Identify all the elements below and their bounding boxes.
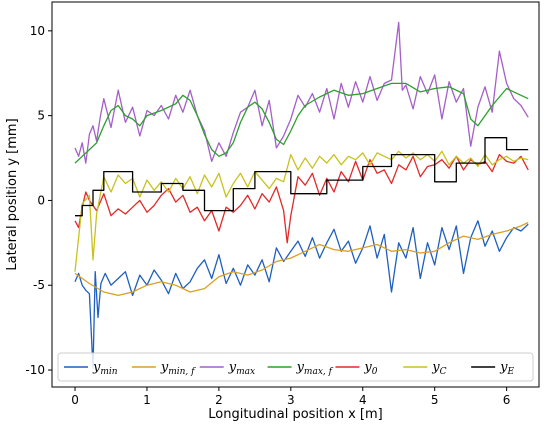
legend-entry-label: yE xyxy=(499,360,514,377)
y-tick-label: -10 xyxy=(25,363,45,377)
x-tick-label: 0 xyxy=(71,393,79,407)
x-tick-label: 6 xyxy=(503,393,511,407)
legend-entry-label: ymax xyxy=(228,360,255,377)
x-tick-label: 2 xyxy=(215,393,223,407)
x-tick-label: 4 xyxy=(359,393,367,407)
legend: ymin ymin, f ymax ymax, f y0 yC yE xyxy=(57,352,534,382)
ticks-layer: 0 1 2 3 4 5 6 -10 -5 0 5 10 xyxy=(25,24,510,407)
series-line-max-f xyxy=(74,82,529,164)
y-tick-label: 0 xyxy=(37,193,45,207)
series-line-c xyxy=(74,150,529,272)
x-tick-label: 1 xyxy=(143,393,151,407)
series-line-min-f xyxy=(74,221,529,297)
x-tick-label: 3 xyxy=(287,393,295,407)
series-layer xyxy=(74,21,529,369)
legend-entry-label: ymin, f xyxy=(160,360,196,377)
plot-frame xyxy=(51,1,540,388)
series-line-e xyxy=(75,137,529,217)
y-tick-label: 5 xyxy=(37,109,45,123)
legend-entry-label: yC xyxy=(431,360,446,377)
y-tick-label: -5 xyxy=(33,278,45,292)
legend-entry-label: ymin xyxy=(92,360,118,377)
x-tick-label: 5 xyxy=(431,393,439,407)
legend-entry-label: ymax, f xyxy=(296,360,334,377)
y-axis-label: Lateral position y [mm] xyxy=(5,118,20,270)
legend-entry-label: y0 xyxy=(363,360,377,377)
y-tick-label: 10 xyxy=(30,24,45,38)
x-axis-label: Longitudinal position x [m] xyxy=(208,407,382,422)
series-line-0 xyxy=(74,153,529,244)
series-line-min xyxy=(74,220,529,369)
legend-box xyxy=(57,352,534,382)
